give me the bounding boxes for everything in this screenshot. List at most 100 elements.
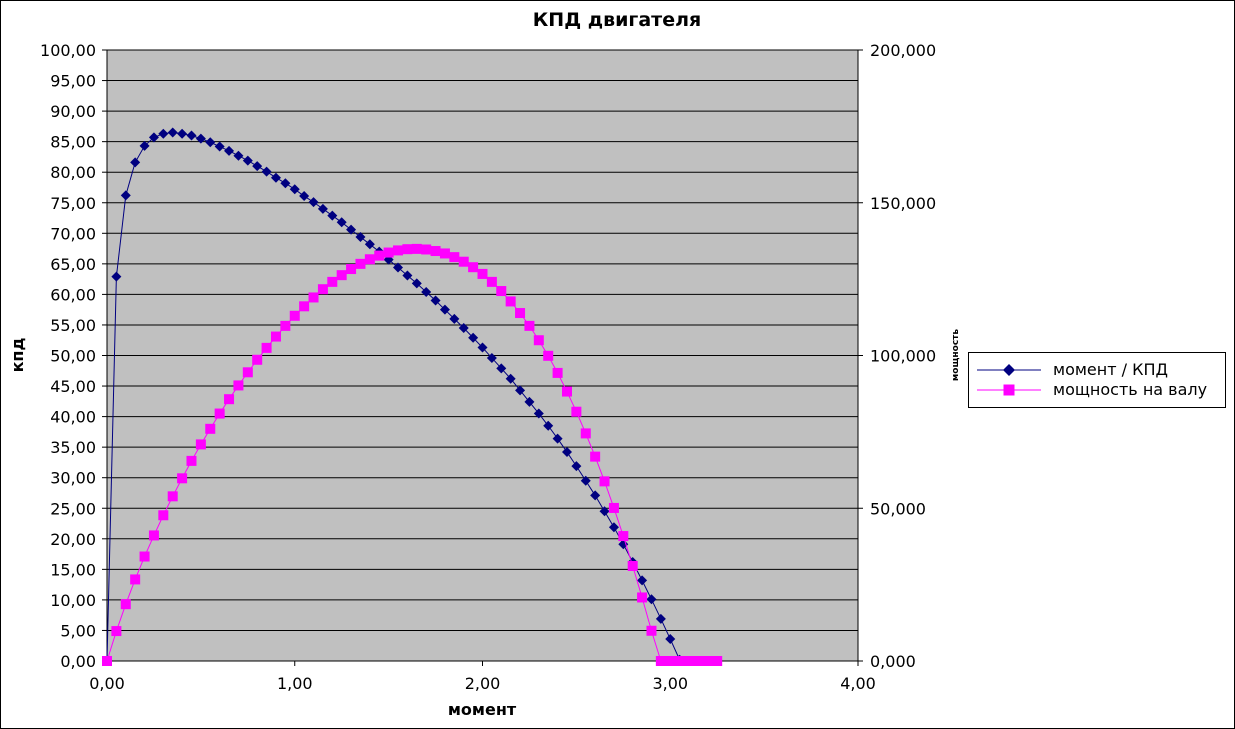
data-point-diamond <box>477 342 488 353</box>
data-point-diamond <box>327 210 338 221</box>
data-point-diamond <box>655 613 666 624</box>
data-point-square <box>139 551 150 562</box>
y-tick-label: 5,00 <box>60 621 96 640</box>
data-point-square <box>111 626 122 637</box>
y2-tick-label: 0,000 <box>870 652 916 671</box>
data-point-square <box>411 243 422 254</box>
x-tick-label: 0,00 <box>89 674 125 693</box>
data-point-square <box>627 560 638 571</box>
legend: момент / КПД мощность на валу <box>968 352 1226 408</box>
data-point-diamond <box>496 363 507 374</box>
data-point-square <box>364 254 375 265</box>
y-tick-label: 65,00 <box>50 255 96 274</box>
data-point-diamond <box>252 161 263 172</box>
data-point-square <box>195 439 206 450</box>
data-point-square <box>214 408 225 419</box>
y-tick-label: 95,00 <box>50 72 96 91</box>
data-point-square <box>177 473 188 484</box>
data-point-diamond <box>543 420 554 431</box>
data-point-diamond <box>261 166 272 177</box>
data-point-diamond <box>571 461 582 472</box>
y-tick-label: 40,00 <box>50 408 96 427</box>
square-marker-icon <box>977 384 1041 396</box>
data-point-diamond <box>524 396 535 407</box>
data-point-square <box>346 264 357 275</box>
data-point-square <box>477 268 488 279</box>
data-point-diamond <box>599 506 610 517</box>
diamond-marker-icon <box>977 364 1041 376</box>
data-point-square <box>693 656 704 666</box>
data-point-square <box>205 423 216 434</box>
data-point-diamond <box>280 178 291 189</box>
y2-tick-label: 150,000 <box>870 194 936 213</box>
data-point-square <box>561 386 572 397</box>
data-point-square <box>421 244 432 255</box>
data-point-diamond <box>177 128 188 139</box>
data-point-square <box>148 530 159 541</box>
data-point-diamond <box>195 133 206 144</box>
data-point-square <box>374 250 385 261</box>
data-point-diamond <box>618 539 629 550</box>
data-point-diamond <box>430 295 441 306</box>
data-point-diamond <box>233 150 244 161</box>
data-point-square <box>430 246 441 257</box>
data-point-square <box>496 286 507 297</box>
data-point-diamond <box>608 522 619 533</box>
y-tick-label: 45,00 <box>50 377 96 396</box>
data-point-square <box>580 428 591 439</box>
data-point-diamond <box>299 191 310 202</box>
data-point-diamond <box>336 217 347 228</box>
y2-tick-label: 100,000 <box>870 347 936 366</box>
data-point-square <box>712 656 723 666</box>
y-tick-label: 85,00 <box>50 133 96 152</box>
data-point-square <box>655 656 666 666</box>
y-axis-label: кпд <box>8 338 27 373</box>
data-point-square <box>280 320 291 331</box>
data-point-diamond <box>458 323 469 334</box>
data-point-square <box>505 296 516 307</box>
x-tick-label: 3,00 <box>652 674 688 693</box>
data-point-square <box>402 244 413 255</box>
legend-item-series-2: мощность на валу <box>969 380 1225 400</box>
data-point-diamond <box>214 141 225 152</box>
y-tick-label: 10,00 <box>50 591 96 610</box>
data-point-square <box>486 276 497 287</box>
data-point-square <box>336 270 347 281</box>
data-point-square <box>468 262 479 273</box>
data-point-diamond <box>355 231 366 242</box>
data-point-diamond <box>561 447 572 458</box>
legend-label-series-2: мощность на валу <box>1053 380 1208 399</box>
data-point-square <box>252 354 263 365</box>
data-point-diamond <box>646 594 657 605</box>
x-tick-label: 4,00 <box>840 674 876 693</box>
y-tick-label: 35,00 <box>50 438 96 457</box>
data-point-diamond <box>402 270 413 281</box>
data-point-square <box>590 451 601 462</box>
x-tick-label: 2,00 <box>465 674 501 693</box>
data-point-diamond <box>242 155 253 166</box>
data-point-square <box>299 301 310 312</box>
data-point-diamond <box>449 313 460 324</box>
legend-item-series-1: момент / КПД <box>969 360 1225 380</box>
data-point-square <box>552 367 563 378</box>
data-point-diamond <box>411 278 422 289</box>
y-tick-label: 60,00 <box>50 285 96 304</box>
x-axis-ticks: 0,00 1,00 2,00 3,00 4,00 <box>89 661 876 693</box>
data-point-square <box>439 248 450 259</box>
data-point-diamond <box>505 373 516 384</box>
y2-axis-ticks: 0,000 50,000 100,000 150,000 200,000 <box>858 41 936 671</box>
y-tick-label: 90,00 <box>50 102 96 121</box>
data-point-square <box>665 656 676 666</box>
data-point-square <box>261 342 272 353</box>
data-point-diamond <box>393 262 404 273</box>
data-point-square <box>637 592 648 603</box>
data-point-diamond <box>289 184 300 195</box>
data-point-square <box>702 656 713 666</box>
data-point-diamond <box>580 475 591 486</box>
data-point-square <box>458 256 469 267</box>
data-point-diamond <box>308 197 319 208</box>
data-point-diamond <box>364 239 375 250</box>
data-point-diamond <box>552 433 563 444</box>
data-point-square <box>308 292 319 303</box>
